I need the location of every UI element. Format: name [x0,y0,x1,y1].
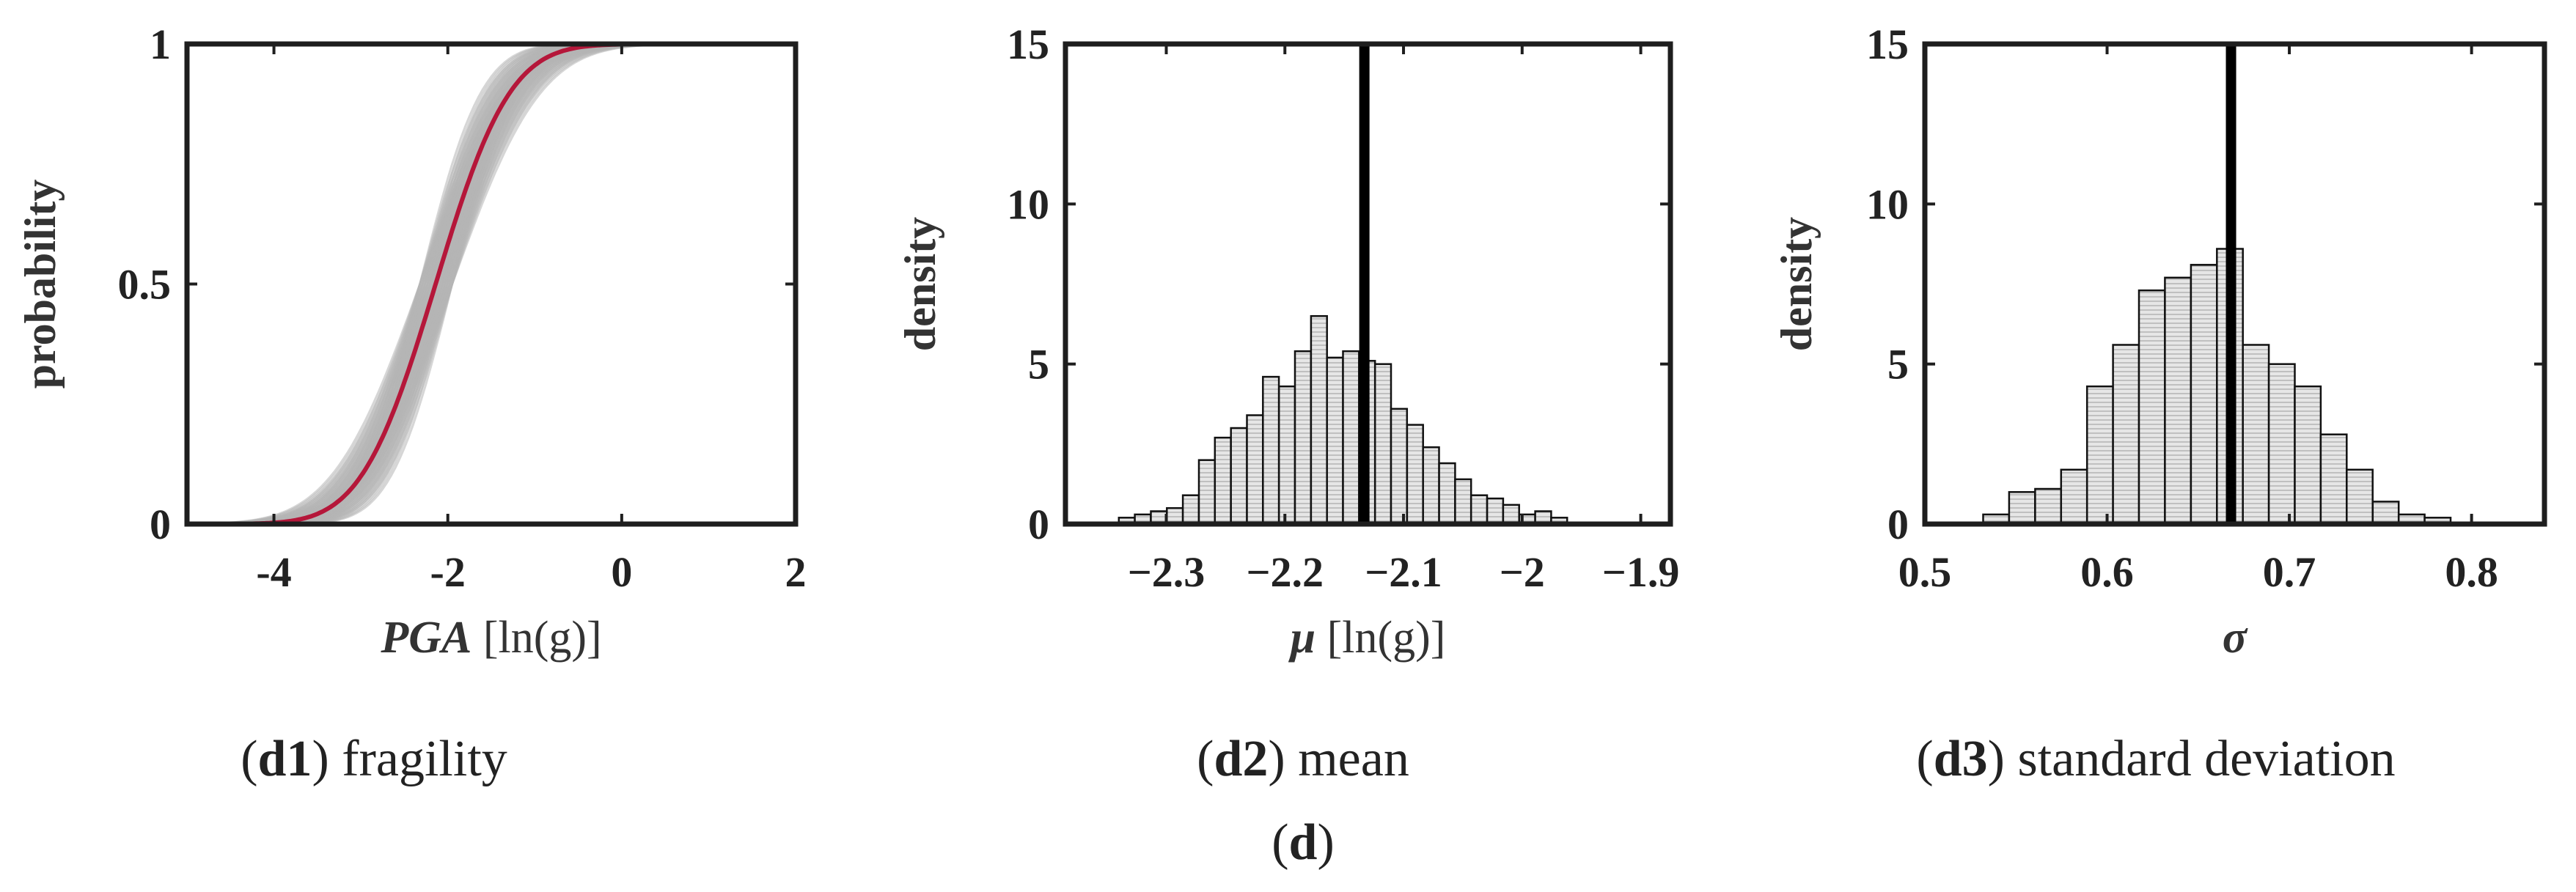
d2-x-axis-label: μ [ln(g)] [1288,613,1446,663]
d3-bar-1 [2008,491,2036,524]
d2-bar-24 [1502,504,1520,524]
d3-xtick-label-0: 0.5 [1898,548,1952,596]
d2-bar-4 [1181,494,1200,524]
d1-xtick-label-2: 0 [611,548,632,596]
panel-d2: −2.3 −2.2 −2.1 −2 −1.9 0 5 10 15 density μ [ln(g)] [896,21,1679,663]
d2-bar-7 [1230,427,1248,524]
caption-d2-label: d2 [1214,731,1268,787]
d2-ytick-label-0: 0 [1028,501,1049,548]
d3-x-axis-symbol: σ [2223,613,2248,663]
figure-caption-label: d [1289,814,1318,871]
d3-bar-8 [2190,264,2218,524]
d1-xtick-label-1: -2 [430,548,466,596]
d1-x-axis-label: PGA [ln(g)] [380,613,601,663]
figure-caption: (d) [1272,814,1335,871]
d2-bar-19 [1422,446,1440,524]
d2-x-axis-symbol: μ [1288,613,1315,663]
d2-bar-14 [1342,350,1360,524]
d2-xtick-label-0: −2.3 [1128,548,1206,596]
panel-d3: 0.5 0.6 0.7 0.8 0 5 10 15 density σ [1772,21,2547,663]
caption-d2-text: mean [1298,731,1409,787]
d2-xtick-label-3: −2 [1500,548,1545,596]
d3-bar-6 [2138,289,2166,524]
d2-xtick-label-2: −2.1 [1365,548,1442,596]
caption-d3-text: standard deviation [2017,731,2395,787]
d2-bar-10 [1277,385,1296,524]
d1-plot-area [187,44,796,524]
d1-x-axis-symbol: PGA [380,613,471,663]
d1-xtick-label-0: -4 [256,548,291,596]
d3-bar-4 [2085,385,2114,524]
d2-x-axis-unit: [ln(g)] [1315,613,1445,663]
d3-x-axis-label: σ [2223,613,2248,663]
caption-d1: (d1) fragility [241,731,507,787]
d2-bar-8 [1246,414,1264,524]
d3-bar-10 [2242,344,2270,524]
d2-bar-16 [1373,363,1392,524]
d3-bar-12 [2294,385,2322,524]
d3-bar-13 [2319,433,2348,524]
d3-ytick-label-1: 5 [1887,341,1909,388]
d2-bar-12 [1310,314,1328,524]
d3-bar-11 [2267,363,2296,524]
d1-ytick-label-0: 0 [150,501,171,548]
d2-xtick-label-4: −1.9 [1602,548,1680,596]
d2-axes-frame [1063,41,1673,527]
caption-d3: (d3) standard deviation [1916,731,2395,787]
d3-axes-frame [1922,41,2547,527]
d2-y-axis-label: density [896,217,944,351]
d2-bar-5 [1197,459,1217,524]
d2-bar-20 [1438,462,1456,524]
d3-bar-7 [2164,276,2192,524]
d2-bar-17 [1390,408,1409,524]
d2-bar-21 [1454,478,1472,524]
d1-y-axis-label: probability [16,180,65,389]
d1-ytick-label-1: 0.5 [118,261,172,309]
d3-ytick-label-0: 0 [1887,501,1909,548]
d3-bar-14 [2346,468,2374,524]
d1-sample-curve-54 [187,44,796,524]
d1-x-axis-unit: [ln(g)] [471,613,601,663]
d2-plot-area [1118,44,1568,524]
d2-bar-22 [1469,494,1489,524]
d2-ytick-label-1: 5 [1028,341,1049,388]
d1-ytick-label-2: 1 [150,21,171,68]
d3-ytick-label-2: 10 [1866,180,1909,228]
d1-xtick-label-3: 2 [785,548,807,596]
d3-bar-2 [2034,487,2063,524]
d2-bar-11 [1293,350,1313,524]
d3-bar-15 [2371,501,2400,524]
caption-d1-text: fragility [342,731,507,787]
caption-d1-label: d1 [258,731,312,787]
d1-median-curve [187,44,796,524]
d3-ytick-label-3: 15 [1866,21,1909,68]
caption-d2: (d2) mean [1197,731,1409,787]
d3-xtick-label-2: 0.7 [2263,548,2316,596]
panel-d1: -4 -2 0 2 0 0.5 1 probability PGA [ln(g)] [16,21,807,663]
d3-bar-3 [2060,468,2088,524]
d2-xtick-label-1: −2.2 [1246,548,1324,596]
d2-bar-6 [1214,436,1232,524]
d3-xtick-label-3: 0.8 [2445,548,2498,596]
d2-bar-18 [1406,424,1424,524]
d3-plot-area [1982,44,2452,524]
d3-xtick-label-1: 0.6 [2080,548,2134,596]
d2-ytick-label-2: 10 [1007,180,1049,228]
caption-d3-label: d3 [1934,731,1988,787]
d2-bar-9 [1262,375,1280,524]
d2-bar-23 [1486,497,1505,524]
d2-bar-13 [1326,356,1344,524]
d3-y-axis-label: density [1772,217,1821,351]
d2-ytick-label-3: 15 [1007,21,1049,68]
d3-bar-5 [2112,344,2140,524]
